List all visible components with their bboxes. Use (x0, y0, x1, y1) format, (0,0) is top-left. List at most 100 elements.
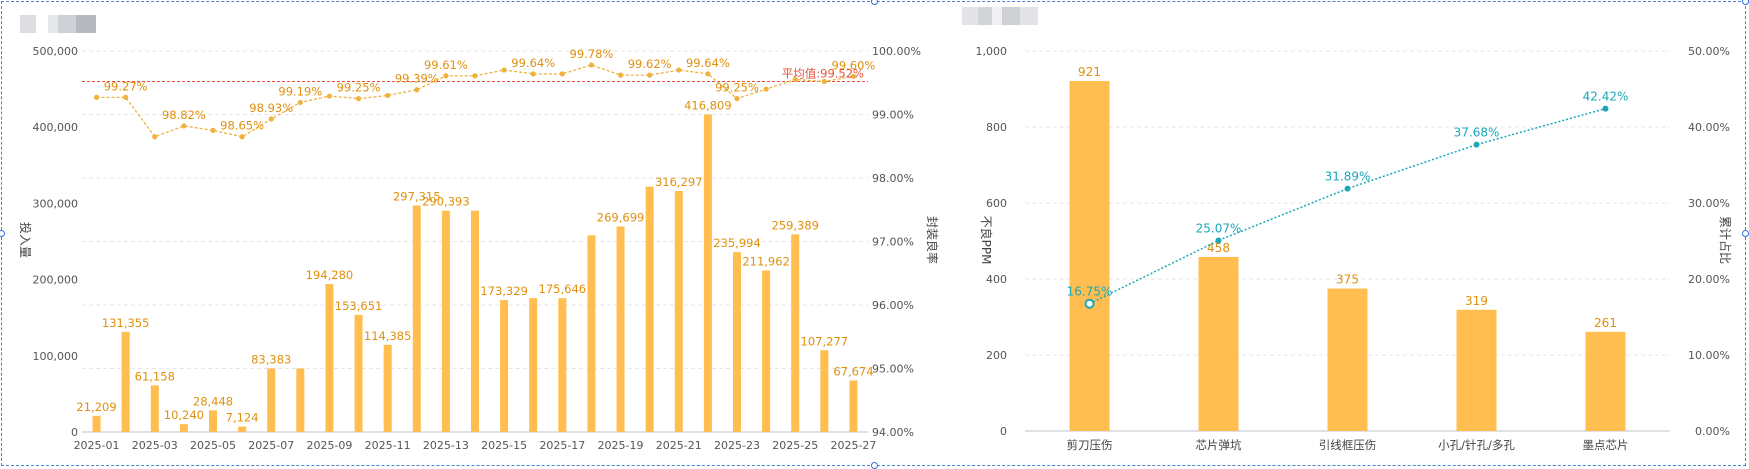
yield-point (443, 73, 449, 79)
yield-point (588, 62, 595, 68)
yield-data-label: 99.27% (104, 79, 148, 93)
yield-data-label: 98.65% (220, 119, 264, 133)
defect-pareto-chart: 0 200 400 600 800 1,000 0.00% 10.00% 20.00% 30.00… (976, 45, 1734, 452)
bar (733, 252, 741, 432)
yield-point (734, 96, 740, 102)
yield-point (385, 92, 391, 99)
cumulative-point (1344, 185, 1351, 192)
y-tick-label: 200 (986, 349, 1007, 362)
bar-data-label: 67,674 (833, 364, 873, 378)
y-tick-label: 100,000 (33, 350, 79, 363)
resize-handle-top[interactable] (871, 0, 878, 5)
yield-point (676, 67, 682, 73)
bar (616, 226, 625, 432)
bar (471, 210, 479, 432)
y2-tick-label: 100.00% (872, 45, 921, 58)
bar-data-label: 290,393 (422, 195, 470, 209)
y2-tick-label: 94.00% (872, 426, 914, 439)
resize-handle-left[interactable] (0, 230, 5, 237)
bar-data-label: 319 (1465, 294, 1488, 308)
bar-data-label: 235,994 (713, 236, 761, 250)
yield-point (792, 76, 798, 83)
x-tick-label: 墨点芯片 (1583, 438, 1629, 452)
yield-data-label: 99.25% (715, 81, 759, 95)
yield-data-label: 99.64% (511, 56, 555, 70)
y2-tick-label: 98.00% (872, 172, 914, 185)
yield-data-label: 98.82% (162, 108, 206, 122)
cumulative-point-highlighted (1084, 298, 1095, 309)
cumulative-point (1473, 141, 1480, 148)
yield-point (268, 116, 274, 122)
bar (849, 380, 858, 432)
bar (383, 344, 392, 432)
y2-tick-label: 96.00% (872, 299, 914, 312)
y2-tick-label: 20.00% (1688, 273, 1730, 286)
x-tick-label: 小孔/针孔/多孔 (1438, 438, 1515, 452)
bar-data-label: 416,809 (684, 98, 732, 112)
y-tick-label: 0 (71, 426, 78, 439)
bar-data-label: 261 (1594, 316, 1617, 330)
bar (441, 210, 450, 432)
x-tick-label: 2025-25 (772, 439, 818, 452)
x-tick-label: 2025-09 (306, 439, 352, 452)
y-tick-label: 400,000 (33, 121, 79, 134)
bar (820, 350, 829, 432)
y-axis-title: 投入量 (18, 222, 33, 258)
y-tick-label: 500,000 (33, 45, 79, 58)
bar-data-label: 10,240 (164, 408, 204, 422)
yield-point (326, 93, 333, 99)
bar-data-label: 269,699 (597, 210, 645, 224)
bar (267, 368, 276, 432)
x-tick-label: 2025-17 (539, 439, 585, 452)
bar (1456, 309, 1497, 431)
yield-data-label: 99.78% (570, 47, 614, 61)
bar-data-label: 194,280 (306, 268, 354, 282)
x-tick-label: 引线框压伤 (1319, 438, 1377, 452)
bar-data-label: 107,277 (801, 334, 849, 348)
yield-point (821, 78, 827, 85)
cumulative-data-label: 25.07% (1196, 221, 1242, 235)
bar (558, 298, 567, 432)
bar-data-label: 921 (1078, 65, 1101, 79)
yield-point (559, 71, 565, 77)
y-tick-label: 400 (986, 273, 1007, 286)
y2-tick-label: 99.00% (872, 109, 914, 122)
yield-point (530, 71, 536, 77)
yield-point (152, 134, 158, 140)
bar (762, 270, 771, 432)
y-tick-label: 800 (986, 121, 1007, 134)
cumulative-data-label: 42.42% (1583, 90, 1629, 104)
x-tick-label: 2025-01 (74, 439, 120, 452)
x-tick-label: 2025-15 (481, 439, 527, 452)
bar (500, 299, 509, 432)
bar-data-label: 175,646 (539, 282, 587, 296)
bar (703, 114, 712, 432)
bar-data-label: 458 (1207, 241, 1230, 255)
bar-data-label: 21,209 (76, 400, 116, 414)
yield-point (297, 99, 303, 106)
bar (209, 410, 217, 432)
yield-data-label: 99.39% (395, 72, 439, 86)
bar-data-label: 173,329 (480, 284, 528, 298)
bar (1327, 288, 1368, 431)
yield-point (123, 94, 129, 100)
x-tick-label: 2025-27 (830, 439, 876, 452)
y2-tick-label: 0.00% (1695, 425, 1730, 438)
yield-point (763, 86, 769, 92)
y-tick-label: 600 (986, 197, 1007, 210)
y-axis-title: 不良PPM (979, 216, 994, 265)
bar-data-label: 211,962 (742, 254, 790, 268)
x-tick-label: 2025-03 (132, 439, 178, 452)
bar (529, 298, 538, 432)
y2-tick-label: 10.00% (1688, 349, 1730, 362)
cumulative-data-label: 31.89% (1325, 170, 1371, 184)
bar-data-label: 114,385 (364, 329, 412, 343)
x-tick-label: 2025-13 (423, 439, 469, 452)
bar (791, 234, 800, 432)
bar (354, 314, 363, 432)
yield-data-label: 98.93% (249, 101, 293, 115)
bar (92, 415, 101, 432)
bar (238, 426, 247, 432)
cumulative-point (1215, 237, 1222, 244)
yield-point (647, 72, 653, 78)
